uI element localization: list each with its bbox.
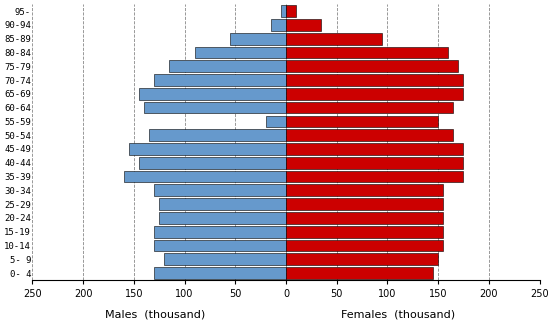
Bar <box>195 47 286 58</box>
Bar <box>286 33 382 45</box>
Bar <box>265 115 286 127</box>
Bar <box>154 74 286 86</box>
Bar <box>139 157 286 169</box>
Bar <box>286 60 458 72</box>
Text: Females  (thousand): Females (thousand) <box>341 309 455 319</box>
Bar <box>286 74 463 86</box>
Bar <box>286 129 453 141</box>
Bar <box>129 143 286 155</box>
Bar <box>124 171 286 183</box>
Bar <box>139 88 286 100</box>
Bar <box>286 171 463 183</box>
Bar <box>154 267 286 279</box>
Bar <box>286 115 438 127</box>
Bar <box>281 5 286 17</box>
Bar <box>286 212 443 224</box>
Bar <box>149 129 286 141</box>
Bar <box>286 226 443 238</box>
Bar <box>154 226 286 238</box>
Bar <box>286 47 448 58</box>
Bar <box>154 185 286 196</box>
Bar <box>286 5 296 17</box>
Bar <box>286 185 443 196</box>
Bar <box>286 198 443 210</box>
Bar <box>144 102 286 113</box>
Text: Males  (thousand): Males (thousand) <box>105 309 205 319</box>
Bar <box>271 19 286 31</box>
Bar <box>169 60 286 72</box>
Bar <box>286 253 438 265</box>
Bar <box>154 240 286 251</box>
Bar <box>286 19 321 31</box>
Bar <box>230 33 286 45</box>
Bar <box>286 88 463 100</box>
Bar <box>164 253 286 265</box>
Bar <box>159 198 286 210</box>
Bar <box>159 212 286 224</box>
Bar <box>286 157 463 169</box>
Bar <box>286 267 433 279</box>
Bar <box>286 240 443 251</box>
Bar <box>286 102 453 113</box>
Bar <box>286 143 463 155</box>
